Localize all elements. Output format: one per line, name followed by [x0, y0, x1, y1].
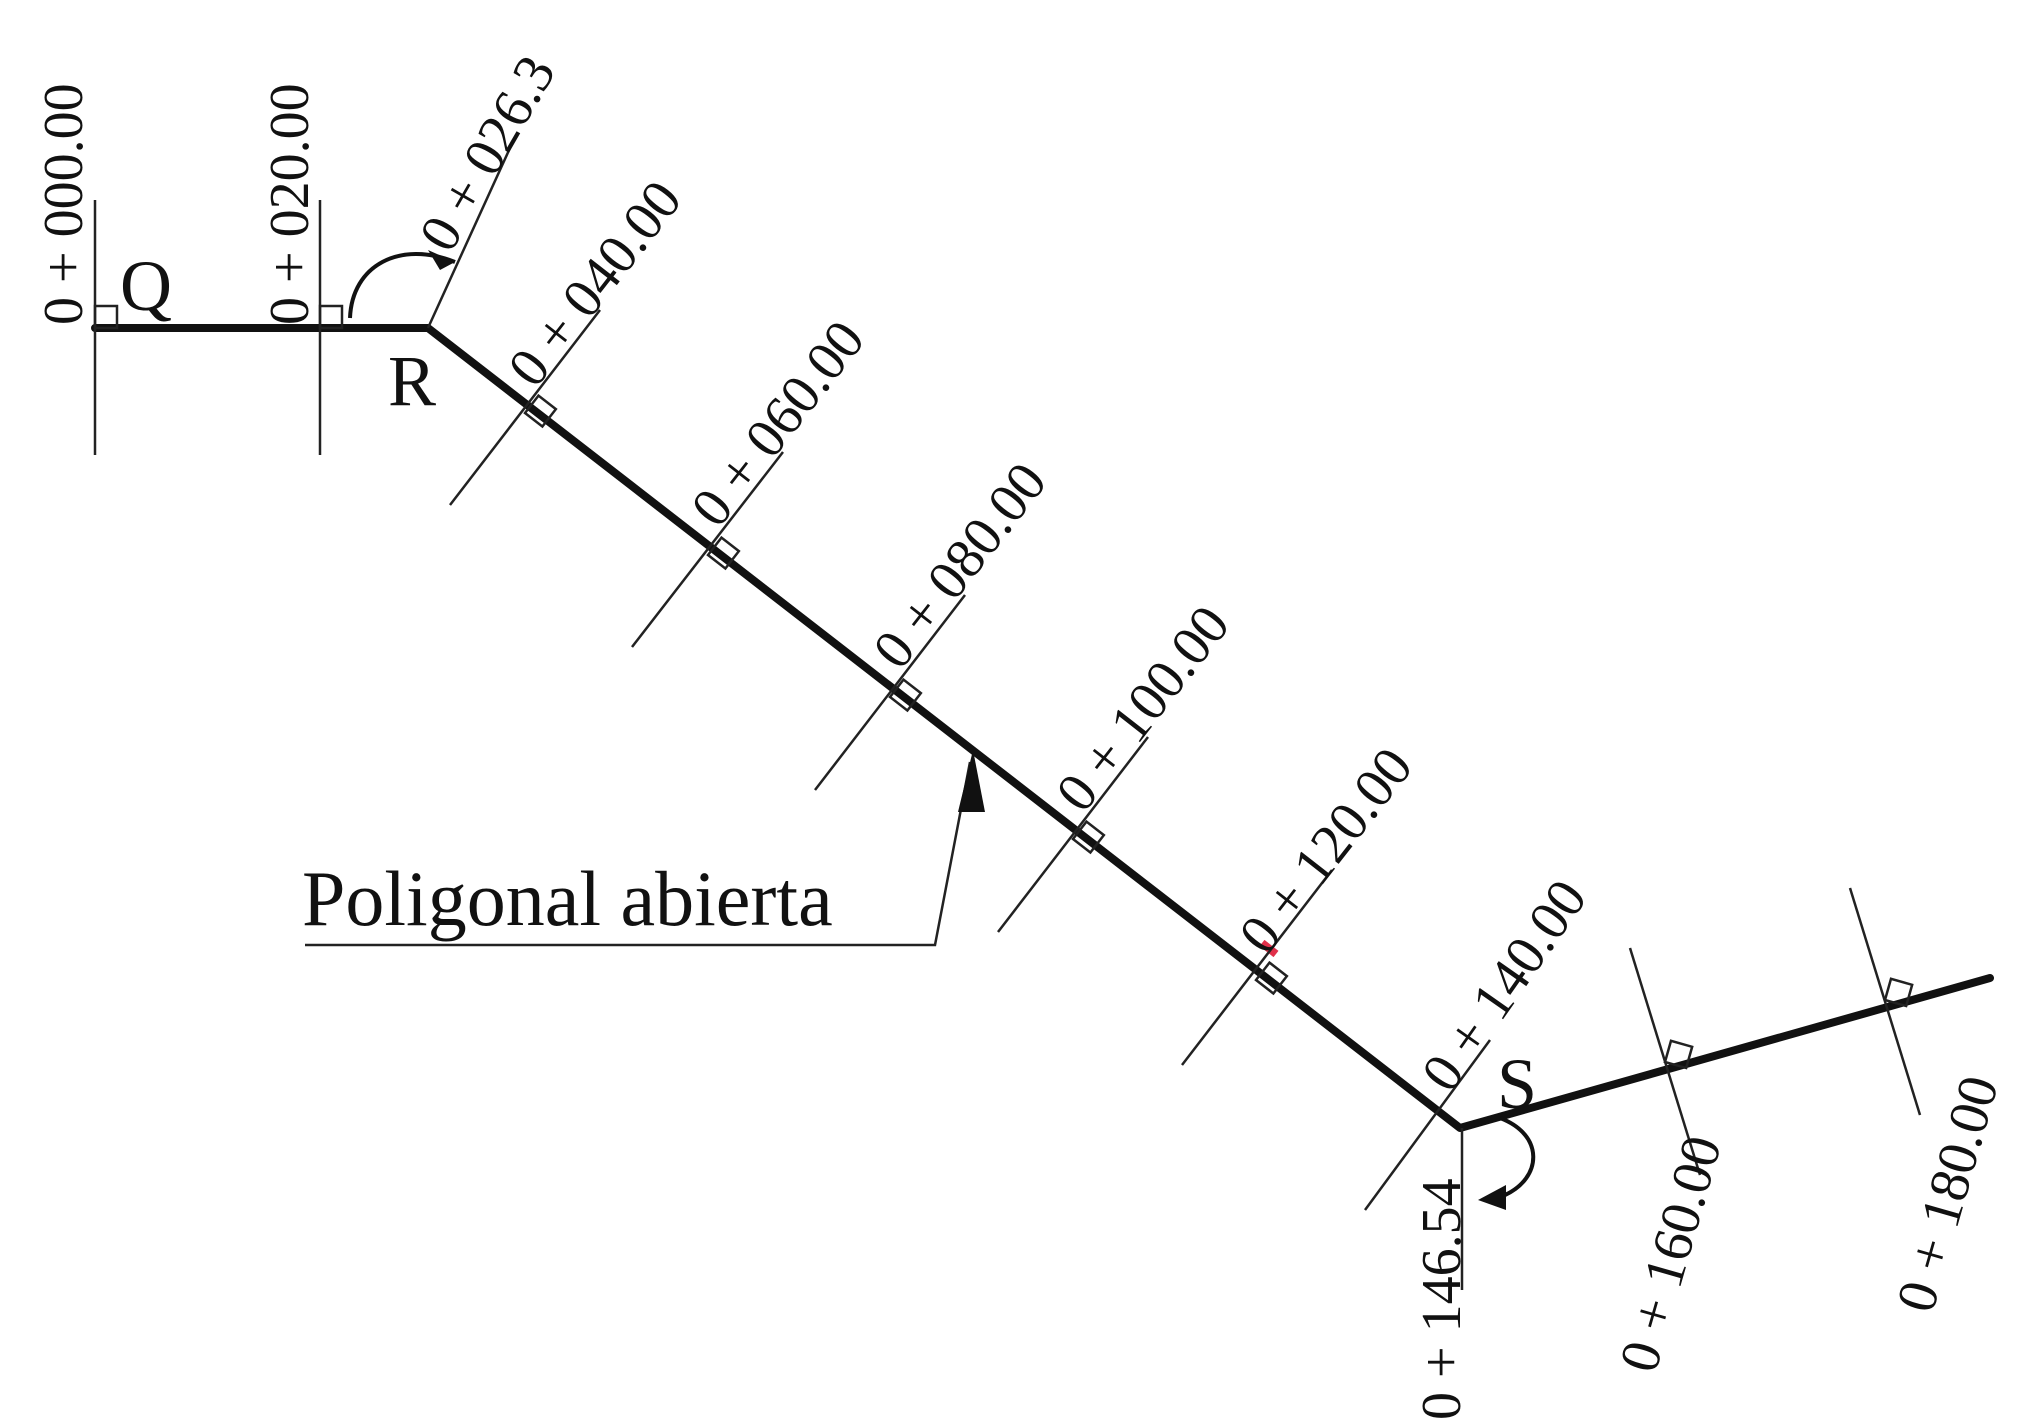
right-angle-marks — [93, 304, 1914, 1070]
tick-0-120 — [1181, 869, 1333, 1066]
deflection-arc-s — [1499, 1116, 1536, 1197]
station-labels: 0 + 000.00 0 + 020.00 0 + 026.3 0 + 040.… — [33, 46, 2011, 1420]
square-0-160 — [1663, 1039, 1694, 1070]
station-label-0-060: 0 + 060.00 — [679, 309, 877, 538]
square-0-040 — [523, 393, 558, 429]
point-label-r: R — [388, 341, 436, 421]
callout-leader — [305, 761, 972, 947]
square-0-020 — [318, 304, 344, 330]
square-0-100 — [1071, 819, 1106, 855]
point-label-q: Q — [120, 246, 172, 326]
callout-arrow-icon — [958, 750, 985, 812]
tick-0-180 — [1848, 887, 1922, 1116]
station-label-0-120: 0 + 120.00 — [1227, 736, 1425, 965]
tick-0-026 — [426, 147, 512, 329]
station-label-0-026: 0 + 026.3 — [408, 46, 568, 262]
station-label-0-180: 0 + 180.00 — [1885, 1069, 2011, 1318]
square-0-080 — [888, 677, 923, 713]
square-0-120 — [1254, 960, 1289, 996]
station-label-0-000: 0 + 000.00 — [33, 83, 95, 325]
arrowhead-r-icon — [428, 250, 455, 270]
station-label-0-040: 0 + 040.00 — [496, 169, 694, 398]
station-label-0-100: 0 + 100.00 — [1044, 594, 1242, 823]
arrowhead-s-icon — [1478, 1185, 1506, 1210]
tick-0-040 — [449, 309, 601, 506]
tick-0-140 — [1363, 1039, 1492, 1211]
point-label-s: S — [1497, 1044, 1537, 1124]
tick-0-080 — [814, 594, 966, 791]
tick-0-060 — [631, 451, 784, 648]
square-0-000 — [93, 304, 119, 330]
station-label-0-080: 0 + 080.00 — [861, 451, 1059, 680]
angle-arcs — [348, 250, 1536, 1210]
tick-0-100 — [997, 736, 1149, 933]
traverse-line — [91, 324, 1994, 1132]
callout-label: Poligonal abierta — [302, 855, 833, 942]
station-ticks — [93, 147, 1922, 1290]
accent-mark — [1259, 939, 1279, 958]
square-0-060 — [706, 535, 741, 571]
station-label-0-146: 0 + 146.54 — [1411, 1178, 1473, 1420]
station-label-0-020: 0 + 020.00 — [259, 83, 321, 325]
square-0-180 — [1883, 977, 1914, 1008]
station-label-0-160: 0 + 160.00 — [1608, 1129, 1734, 1378]
